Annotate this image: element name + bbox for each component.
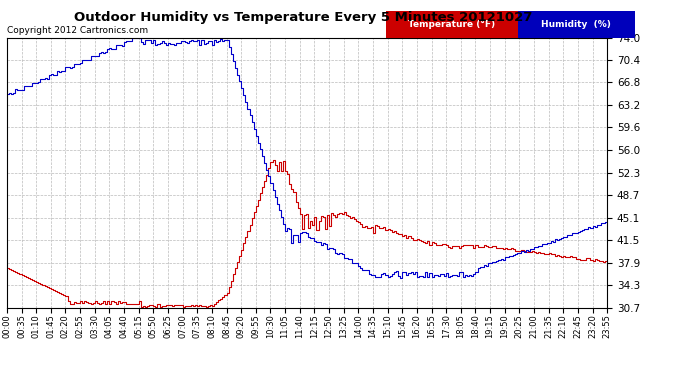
- Text: Copyright 2012 Cartronics.com: Copyright 2012 Cartronics.com: [7, 26, 148, 35]
- Text: Temperature (°F): Temperature (°F): [408, 20, 495, 29]
- Text: Humidity  (%): Humidity (%): [541, 20, 611, 29]
- Text: Outdoor Humidity vs Temperature Every 5 Minutes 20121027: Outdoor Humidity vs Temperature Every 5 …: [75, 11, 533, 24]
- Bar: [518, 11, 635, 38]
- Bar: [386, 11, 518, 38]
